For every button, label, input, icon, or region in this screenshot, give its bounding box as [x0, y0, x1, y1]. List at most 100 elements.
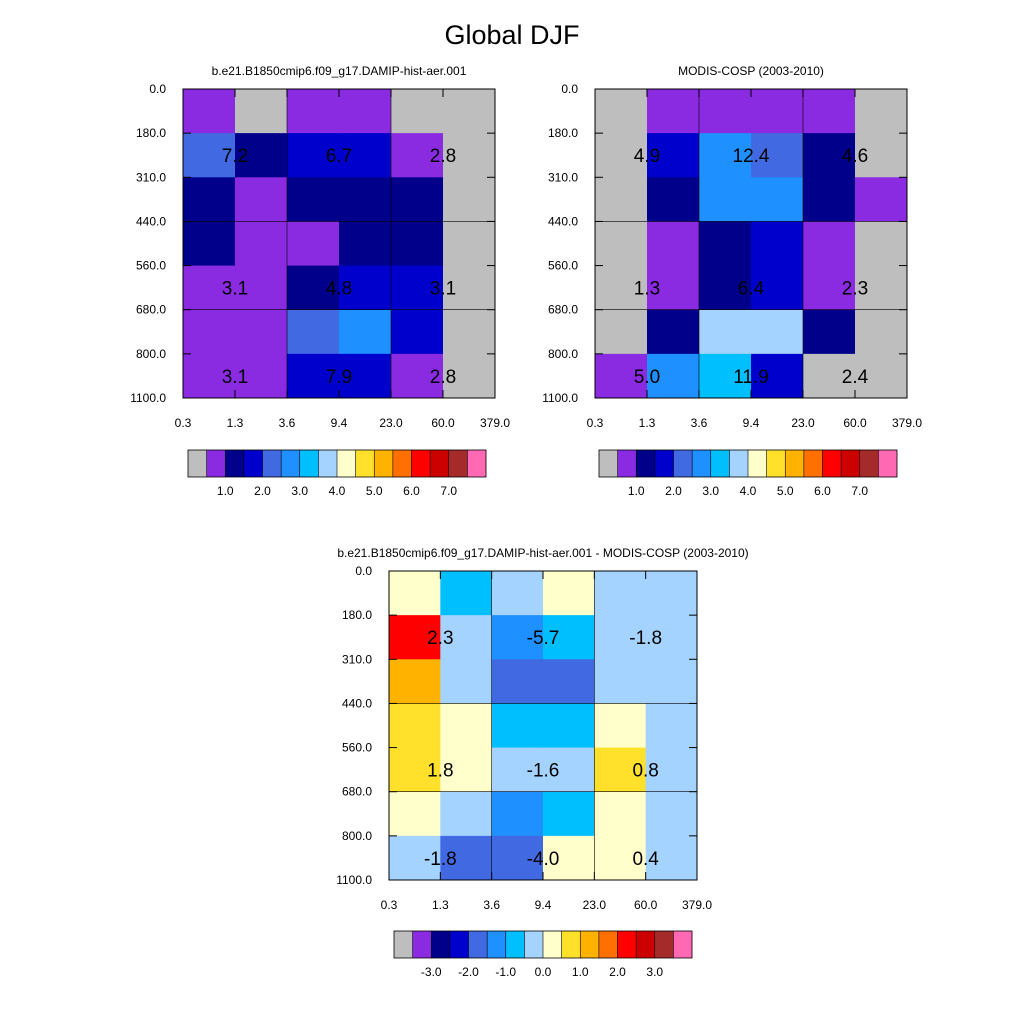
colorbar-swatch — [636, 450, 656, 477]
y-tick-label: 440.0 — [548, 214, 578, 228]
heatmap-cell — [699, 221, 752, 267]
cell-value-label: 3.1 — [430, 279, 456, 300]
y-tick-label: 1100.0 — [130, 391, 166, 405]
colorbar-swatch — [580, 931, 600, 958]
x-tick-label: 9.4 — [331, 416, 348, 430]
heatmap-cell — [183, 133, 236, 178]
y-tick-label: 800.0 — [548, 347, 578, 361]
colorbar-swatch — [467, 450, 487, 477]
x-tick-label: 3.6 — [691, 416, 708, 430]
heatmap-cell — [594, 835, 647, 881]
x-tick-label: 1.3 — [639, 416, 656, 430]
x-tick-label: 60.0 — [843, 416, 867, 430]
colorbar-swatch — [599, 450, 618, 477]
colorbar-label: 1.0 — [628, 484, 645, 498]
heatmap-cell — [751, 265, 804, 311]
heatmap-cell — [339, 353, 392, 399]
colorbar-swatch — [710, 450, 730, 477]
colorbar-swatch — [505, 931, 525, 958]
heatmap-panel-3: b.e21.B1850cmip6.f09_g17.DAMIP-hist-aer.… — [336, 546, 748, 979]
colorbar-swatch — [785, 450, 805, 477]
y-tick-label: 0.0 — [561, 82, 578, 96]
cell-value-label: 12.4 — [733, 146, 770, 167]
heatmap-cell — [594, 703, 647, 749]
heatmap-cell — [594, 791, 647, 837]
heatmap-cell — [287, 177, 340, 222]
heatmap-cell — [440, 703, 493, 749]
heatmap-cell — [287, 265, 340, 311]
heatmap-cell — [595, 265, 648, 311]
x-tick-label: 3.6 — [279, 416, 296, 430]
heatmap-cell — [389, 659, 441, 704]
colorbar-swatch — [692, 450, 712, 477]
colorbar-swatch — [841, 450, 861, 477]
heatmap-cell — [391, 309, 444, 355]
colorbar-label: -1.0 — [495, 965, 516, 979]
heatmap-cell — [647, 221, 700, 267]
heatmap-cell — [389, 615, 441, 660]
cell-value-label: -1.6 — [527, 761, 560, 782]
x-tick-label: 23.0 — [583, 898, 607, 912]
colorbar-swatch — [468, 931, 488, 958]
heatmap-cell — [645, 703, 698, 749]
colorbar-label: 7.0 — [440, 484, 457, 498]
colorbar-swatch — [654, 931, 674, 958]
cell-value-label: 4.9 — [634, 146, 660, 167]
heatmap-cell — [339, 133, 392, 178]
colorbar-swatch — [337, 450, 356, 477]
heatmap-cell — [699, 353, 752, 399]
heatmap-cell — [287, 221, 340, 267]
heatmap-cell — [183, 353, 236, 399]
colorbar-label: -2.0 — [458, 965, 479, 979]
colorbar-label: 0.0 — [535, 965, 552, 979]
colorbar-label: 1.0 — [572, 965, 589, 979]
heatmap-cell — [443, 265, 496, 311]
colorbar-swatch — [822, 450, 842, 477]
x-tick-label: 1.3 — [227, 416, 244, 430]
colorbar-swatch — [766, 450, 786, 477]
colorbar-label: 5.0 — [777, 484, 794, 498]
heatmap-cell — [595, 353, 648, 399]
y-tick-label: 440.0 — [342, 696, 372, 710]
heatmap-cell — [183, 265, 236, 311]
y-tick-label: 800.0 — [342, 829, 372, 843]
panel-title: MODIS-COSP (2003-2010) — [678, 64, 824, 78]
heatmap-cell — [751, 309, 804, 355]
y-tick-label: 680.0 — [342, 785, 372, 799]
heatmap-cell — [287, 353, 340, 399]
y-tick-label: 440.0 — [136, 214, 166, 228]
colorbar-swatch — [394, 931, 413, 958]
colorbar-swatch — [859, 450, 879, 477]
heatmap-cell — [391, 89, 444, 134]
heatmap-cell — [699, 177, 752, 222]
heatmap-cell — [440, 791, 493, 837]
colorbar-frame — [598, 449, 898, 478]
cell-value-label: 4.8 — [326, 279, 352, 300]
heatmap-cell — [543, 659, 595, 704]
colorbar-swatch — [878, 450, 898, 477]
heatmap-cell — [594, 747, 647, 793]
colorbar-swatch — [636, 931, 656, 958]
colorbar-swatch — [243, 450, 263, 477]
heatmap-cell — [595, 177, 648, 222]
cell-value-label: 5.0 — [634, 367, 660, 388]
colorbar-swatch — [374, 450, 394, 477]
heatmap-cell — [443, 89, 496, 134]
cell-value-label: -1.8 — [629, 628, 662, 649]
heatmap-cell — [594, 659, 647, 704]
colorbar-swatch — [206, 450, 226, 477]
colorbar-label: 5.0 — [366, 484, 383, 498]
heatmap-cell — [491, 571, 544, 616]
colorbar-swatch — [524, 931, 544, 958]
heatmap-cell — [855, 309, 908, 355]
heatmap-cell — [443, 177, 496, 222]
heatmap-cell — [339, 265, 392, 311]
heatmap-cell — [647, 265, 700, 311]
y-tick-label: 0.0 — [149, 82, 166, 96]
heatmap-cell — [440, 571, 493, 616]
heatmap-cell — [440, 835, 493, 881]
heatmap-cell — [751, 133, 804, 178]
heatmap-cell — [855, 221, 908, 267]
heatmap-cell — [440, 659, 493, 704]
